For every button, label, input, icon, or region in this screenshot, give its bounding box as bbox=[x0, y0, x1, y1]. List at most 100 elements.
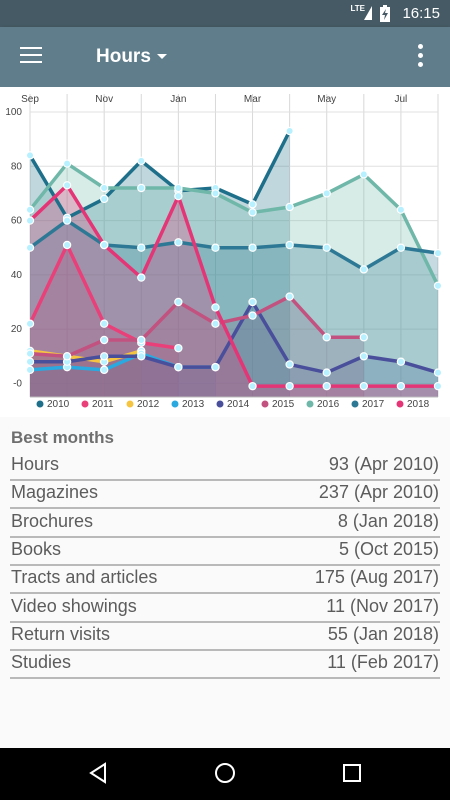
best-month-row: Tracts and articles 175 (Aug 2017) bbox=[10, 564, 440, 595]
data-point-2016 bbox=[285, 202, 294, 212]
series-line-2014 bbox=[30, 300, 439, 375]
data-point-2015 bbox=[137, 335, 146, 345]
data-point-2010 bbox=[285, 126, 294, 136]
more-options-icon[interactable] bbox=[418, 44, 424, 70]
best-month-row: Studies 11 (Feb 2017) bbox=[10, 649, 440, 680]
recents-icon[interactable] bbox=[342, 762, 362, 784]
metric-label: Brochures bbox=[11, 510, 94, 531]
data-point-2015 bbox=[99, 335, 109, 345]
series-line-2018 bbox=[28, 183, 438, 388]
data-point-2010 bbox=[99, 194, 109, 204]
menu-icon[interactable] bbox=[20, 47, 42, 67]
data-point-2011 bbox=[25, 319, 35, 328]
data-point-2017 bbox=[322, 243, 331, 252]
data-point-2015 bbox=[248, 311, 257, 320]
data-point-2014 bbox=[248, 297, 257, 307]
legend-label-2010: 2010 bbox=[47, 399, 70, 410]
data-point-2015 bbox=[285, 292, 294, 301]
series-area-2018 bbox=[30, 185, 438, 397]
data-point-2018 bbox=[25, 216, 35, 225]
metric-value: 5 (Oct 2015) bbox=[338, 538, 439, 559]
data-point-2017 bbox=[433, 248, 443, 258]
best-month-row: Hours 93 (Apr 2010) bbox=[10, 451, 440, 481]
data-point-2016 bbox=[433, 281, 443, 290]
data-point-2016 bbox=[248, 208, 257, 217]
metric-value: 11 (Feb 2017) bbox=[327, 652, 439, 673]
data-point-2014 bbox=[174, 362, 183, 372]
metric-value: 93 (Apr 2010) bbox=[328, 454, 439, 474]
best-month-row: Magazines 237 (Apr 2010) bbox=[10, 479, 440, 510]
x-tick-label: Jan bbox=[170, 94, 186, 105]
data-point-2013 bbox=[25, 365, 35, 375]
data-point-2016 bbox=[99, 183, 109, 193]
y-tick-label: 100 bbox=[5, 107, 22, 118]
data-point-2018 bbox=[211, 303, 220, 312]
y-tick-label: 80 bbox=[11, 161, 23, 172]
app-bar: Hours bbox=[0, 27, 450, 87]
series-line-2016 bbox=[28, 161, 440, 287]
metric-value: 8 (Jan 2018) bbox=[337, 510, 439, 531]
home-icon[interactable] bbox=[214, 762, 236, 784]
data-point-2014 bbox=[99, 352, 109, 361]
legend-label-2014: 2014 bbox=[227, 399, 250, 410]
data-point-2014 bbox=[433, 368, 443, 377]
data-point-2018 bbox=[137, 273, 146, 282]
x-tick-label: Jul bbox=[395, 94, 408, 105]
metric-value: 237 (Apr 2010) bbox=[318, 482, 439, 503]
data-point-2018 bbox=[359, 381, 369, 391]
dropdown-arrow-icon bbox=[156, 54, 167, 60]
data-point-2016 bbox=[174, 183, 183, 193]
back-icon[interactable] bbox=[88, 762, 108, 784]
series-line-2015 bbox=[29, 294, 364, 359]
data-point-2015 bbox=[25, 349, 35, 358]
data-point-2011 bbox=[174, 343, 183, 353]
metric-label: Return visits bbox=[11, 623, 111, 644]
legend-label-2013: 2013 bbox=[182, 399, 205, 410]
period-dropdown[interactable]: Hours bbox=[96, 46, 167, 68]
data-point-2017 bbox=[396, 243, 406, 252]
data-point-2018 bbox=[396, 381, 406, 391]
legend-marker-2015 bbox=[261, 400, 269, 408]
data-point-2018 bbox=[99, 240, 109, 250]
data-point-2017 bbox=[137, 243, 146, 252]
data-point-2017 bbox=[248, 243, 257, 252]
metric-value: 11 (Nov 2017) bbox=[326, 595, 439, 616]
legend-label-2011: 2011 bbox=[92, 399, 114, 410]
data-point-2016 bbox=[322, 189, 331, 198]
series-line-2017 bbox=[28, 218, 439, 272]
legend-label-2016: 2016 bbox=[317, 399, 340, 410]
data-point-2016 bbox=[25, 205, 35, 214]
chart-svg: 100 80 60 40 20 -0 Sep Nov Jan Mar May Jul 2010 2011 2… bbox=[5, 94, 443, 410]
data-point-2014 bbox=[322, 368, 331, 377]
x-tick-label: Mar bbox=[244, 94, 262, 105]
y-tick-label: -0 bbox=[13, 378, 22, 389]
data-point-2016 bbox=[211, 189, 220, 198]
legend-marker-2014 bbox=[216, 400, 224, 408]
data-point-2015 bbox=[174, 297, 183, 307]
data-point-2018 bbox=[62, 181, 72, 190]
best-months-heading: Best months bbox=[11, 428, 114, 447]
metric-value: 175 (Aug 2017) bbox=[314, 567, 439, 588]
status-bar: LTE 16:15 bbox=[0, 0, 450, 27]
data-point-2017 bbox=[211, 243, 220, 252]
legend-label-2018: 2018 bbox=[407, 399, 430, 410]
metric-value: 55 (Jan 2018) bbox=[327, 623, 439, 644]
metric-label: Magazines bbox=[11, 482, 99, 503]
legend-marker-2013 bbox=[171, 400, 179, 408]
data-point-2018 bbox=[433, 381, 443, 391]
signal-icon bbox=[364, 6, 372, 20]
legend-marker-2017 bbox=[351, 400, 359, 408]
data-point-2017 bbox=[174, 238, 183, 247]
data-point-2015 bbox=[211, 319, 220, 328]
lte-indicator: LTE bbox=[350, 4, 365, 13]
legend-label-2015: 2015 bbox=[272, 399, 295, 410]
legend-marker-2016 bbox=[306, 400, 314, 408]
metric-label: Hours bbox=[11, 454, 60, 474]
data-point-2010 bbox=[248, 200, 257, 209]
legend-label-2017: 2017 bbox=[362, 399, 385, 410]
legend-marker-2018 bbox=[396, 400, 404, 408]
y-tick-label: 40 bbox=[11, 270, 23, 281]
clock: 16:15 bbox=[402, 5, 440, 22]
data-point-2015 bbox=[62, 352, 72, 361]
metric-label: Tracts and articles bbox=[11, 567, 158, 588]
